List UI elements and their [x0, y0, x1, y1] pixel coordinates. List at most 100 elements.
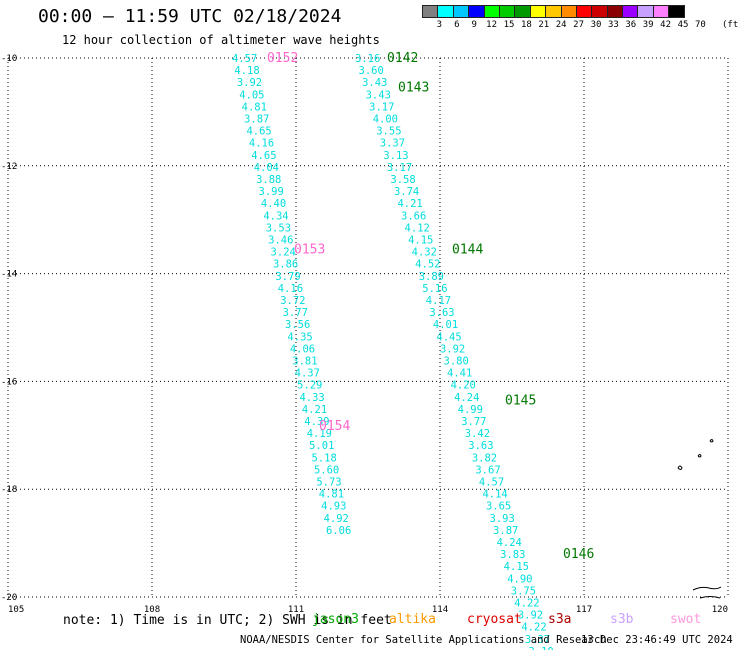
west-track-value: 4.81 [242, 101, 267, 113]
east-track-value: 3.60 [359, 65, 384, 77]
legend-swatches [422, 5, 685, 18]
satellite-jason3: jason3 [312, 612, 359, 627]
west-track-value: 4.92 [324, 513, 349, 525]
west-track-value: 4.35 [287, 331, 312, 343]
lat-tick-label: -16 [1, 377, 17, 387]
west-track-value: 6.06 [326, 525, 351, 537]
legend-label: 3 [436, 20, 443, 30]
east-track-value: 3.63 [429, 307, 454, 319]
west-track-value: 3.92 [237, 77, 262, 89]
west-track-value: 4.04 [254, 162, 279, 174]
west-track-value: 3.53 [266, 222, 291, 234]
east-track-value: 3.16 [355, 53, 380, 65]
east-track-value: 4.22 [521, 622, 546, 634]
west-track-value: 4.06 [290, 343, 315, 355]
time-label-east: 0143 [398, 81, 429, 96]
lat-tick-label: -12 [1, 162, 17, 172]
west-track-value: 3.81 [292, 356, 317, 368]
east-track-value: 4.57 [479, 477, 504, 489]
legend-label: 27 [573, 20, 585, 30]
east-track-value: 3.58 [390, 174, 415, 186]
east-track-value: 3.82 [472, 452, 497, 464]
east-track-value: 4.00 [373, 114, 398, 126]
satellite-legend: jason3 altika cryosat s3a s3b swot [0, 612, 740, 628]
west-track-value: 3.46 [268, 235, 293, 247]
west-track-value: 3.56 [285, 319, 310, 331]
west-track-value: 5.01 [309, 440, 334, 452]
west-track-value: 4.18 [234, 65, 259, 77]
east-track-value: 4.41 [447, 368, 472, 380]
legend-label: 36 [625, 20, 637, 30]
legend-unit: (ft) [722, 20, 740, 30]
legend-label: 33 [607, 20, 619, 30]
lat-tick-label: -14 [1, 270, 17, 280]
west-track-value: 3.88 [256, 174, 281, 186]
east-track-value: 3.37 [525, 634, 550, 646]
west-track-value: 5.29 [297, 380, 322, 392]
legend-label: 18 [520, 20, 532, 30]
east-track-value: 3.92 [440, 343, 465, 355]
time-label-west: 0153 [294, 242, 325, 257]
island [709, 439, 714, 443]
satellite-altika: altika [389, 612, 436, 627]
west-track-value: 3.77 [283, 307, 308, 319]
satellite-cryosat: cryosat [467, 612, 522, 627]
west-track-value: 3.72 [280, 295, 305, 307]
footer-credit: NOAA/NESDIS Center for Satellite Applica… [240, 634, 607, 646]
east-track-value: 3.87 [493, 525, 518, 537]
east-track-value: 3.42 [465, 428, 490, 440]
west-track-value: 4.65 [251, 150, 276, 162]
east-track-value: 3.17 [387, 162, 412, 174]
lon-tick-label: 108 [144, 605, 160, 615]
east-track-value: 4.12 [405, 222, 430, 234]
lat-tick-label: -10 [1, 54, 17, 64]
west-track-value: 5.73 [316, 477, 341, 489]
time-label-east: 0144 [452, 242, 483, 257]
lon-tick-label: 117 [576, 605, 592, 615]
legend-label: 15 [503, 20, 515, 30]
satellite-s3b: s3b [610, 612, 634, 627]
west-track-value: 4.34 [263, 210, 288, 222]
lat-tick-label: -18 [1, 485, 17, 495]
west-track-value: 4.65 [246, 126, 271, 138]
legend-label: 42 [660, 20, 672, 30]
west-track-value: 4.40 [261, 198, 286, 210]
east-track-value: 3.92 [518, 610, 543, 622]
east-track-value: 3.75 [511, 585, 536, 597]
satellite-s3a: s3a [548, 612, 572, 627]
west-track-value: 3.87 [244, 114, 269, 126]
page-subtitle: 12 hour collection of altimeter wave hei… [62, 33, 380, 47]
island [677, 465, 683, 470]
west-track-value: 4.16 [278, 283, 303, 295]
legend-label: 39 [642, 20, 654, 30]
west-track-value: 5.60 [314, 464, 339, 476]
east-track-value: 3.67 [475, 464, 500, 476]
east-track-value: 3.66 [401, 210, 426, 222]
lon-tick-label: 114 [432, 605, 448, 615]
east-track-value: 3.10 [528, 646, 553, 650]
island [697, 454, 702, 458]
east-track-value: 4.14 [482, 489, 507, 501]
west-track-value: 3.79 [275, 271, 300, 283]
west-track-value: 3.86 [273, 259, 298, 271]
coastline [692, 586, 722, 591]
west-track-value: 4.16 [249, 138, 274, 150]
legend-label: 24 [555, 20, 567, 30]
east-track-value: 3.74 [394, 186, 419, 198]
east-track-value: 3.13 [383, 150, 408, 162]
west-track-value: 3.99 [259, 186, 284, 198]
west-track-value: 4.39 [304, 416, 329, 428]
note-text: note: 1) Time is in UTC; 2) SWH is in fe… [63, 613, 392, 628]
east-track-value: 3.80 [444, 356, 469, 368]
east-track-value: 4.32 [412, 247, 437, 259]
east-track-value: 4.24 [497, 537, 522, 549]
east-track-value: 4.52 [415, 259, 440, 271]
west-track-value: 5.18 [312, 452, 337, 464]
west-track-value: 4.33 [299, 392, 324, 404]
east-track-value: 3.93 [490, 513, 515, 525]
time-label-east: 0145 [505, 393, 536, 408]
time-label-east: 0142 [387, 51, 418, 66]
